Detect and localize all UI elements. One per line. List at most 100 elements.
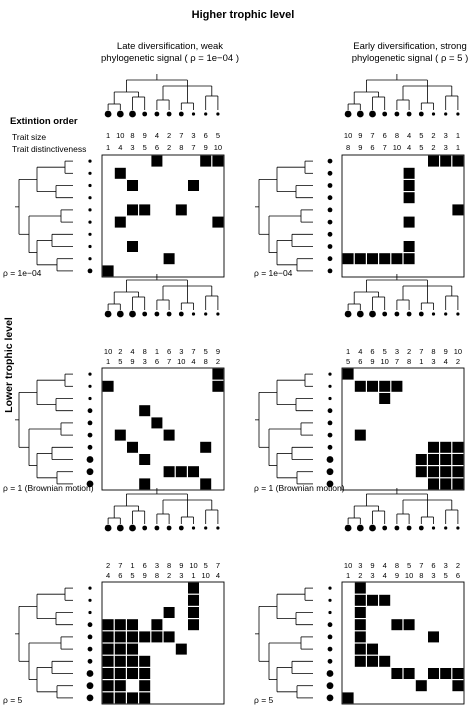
r1c1-top-dot (142, 111, 148, 117)
r1c2-top-dot (369, 110, 376, 118)
r3c1-interaction-cell (163, 631, 175, 643)
r1c1-trait-distinct-value: 4 (118, 143, 122, 152)
r1c1-interaction-cell (212, 155, 224, 167)
r2c2-interaction-cell (428, 454, 439, 465)
r3c2-trait-distinct-value: 4 (383, 571, 387, 580)
r1c2-trait-distinct-value: 10 (393, 143, 401, 152)
r2c2-trait-size-value: 8 (431, 347, 435, 356)
r3c1-interaction-cell (139, 692, 151, 704)
r1c1-matrix-frame (101, 154, 225, 278)
r3c2-interaction-cell (354, 619, 366, 631)
r3c2-left-dot (327, 658, 333, 664)
r3c2-trait-size-value: 4 (383, 561, 387, 570)
r3c2-interaction-cell (428, 668, 439, 679)
r2c2-top-dot (418, 311, 424, 317)
r3c1-trait-size-value: 10 (189, 561, 197, 570)
r2c1-interaction-cell (212, 368, 224, 380)
r1c1-interaction-cell (102, 265, 114, 277)
r3c2-interaction-cell (354, 582, 366, 594)
r1c2-interaction-cell (452, 155, 464, 167)
r3c2-interaction-cell (391, 668, 403, 679)
r3c1-trait-size-value: 7 (118, 561, 122, 570)
r3c1-interaction-cell (114, 655, 126, 667)
r1c1-trait-distinct-value: 7 (191, 143, 195, 152)
r2c1-trait-distinct-value: 9 (130, 357, 134, 366)
r2c1-interaction-cell (139, 454, 151, 465)
r3c1-interaction-cell (188, 619, 199, 631)
r3c2-interaction-cell (367, 643, 378, 655)
r2c1-left-dot (87, 408, 93, 414)
r2c1-top-dot (154, 311, 160, 317)
r1c1-left-dot (88, 220, 92, 224)
r3c1-top-dot (142, 525, 148, 531)
r1c2-left-dot (327, 268, 333, 274)
trait-distinctiveness-label: Trait distinctiveness (12, 144, 86, 154)
r3c1-interaction-cell (114, 668, 126, 679)
r2c1-trait-size-value: 9 (216, 347, 220, 356)
r1c2-interaction-cell (354, 253, 366, 265)
r1c2-interaction-cell (403, 216, 415, 228)
r2c2-interaction-cell (452, 441, 464, 453)
r3c1-left-dot (86, 694, 94, 702)
r2c2-trait-distinct-value: 9 (370, 357, 374, 366)
r1c1-left-dot (88, 196, 92, 200)
r1c2-trait-distinct-value: 7 (383, 143, 387, 152)
r2c1-interaction-cell (200, 441, 212, 453)
r2c1-trait-distinct-value: 7 (167, 357, 171, 366)
r3c2-top-dot (444, 526, 448, 530)
r2c1-trait-distinct-value: 3 (143, 357, 147, 366)
r1c1-top-dot (129, 110, 136, 118)
r3c1-trait-distinct-value: 10 (202, 571, 210, 580)
r3c1-trait-distinct-value: 8 (155, 571, 159, 580)
r3c2-interaction-cell (367, 655, 378, 667)
r2c1-interaction-cell (102, 380, 114, 392)
r1c2-interaction-cell (440, 155, 452, 167)
r3c1-trait-distinct-value: 9 (143, 571, 147, 580)
col1-subtitle-line1: Late diversification, weak (117, 41, 223, 52)
r1c1-top-dot (154, 111, 160, 117)
panels-group: 1110483954622783769510108997667810445522… (15, 74, 465, 705)
r2c2-interaction-cell (379, 393, 391, 404)
r3c2-left-dot (326, 694, 334, 702)
r2c2-interaction-cell (428, 478, 439, 490)
r3c2-trait-size-value: 10 (344, 561, 352, 570)
r3c1-top-dot (116, 524, 124, 532)
r3c2-trait-distinct-value: 1 (346, 571, 350, 580)
r3c2-interaction-cell (403, 668, 415, 679)
r2c1-left-dot (87, 420, 93, 426)
r2c2-left-dot (327, 420, 333, 426)
r3c1-interaction-cell (127, 655, 138, 667)
r1c1-top-dot (178, 111, 184, 117)
rho-label-row3-col2: ρ = 5 (254, 695, 274, 705)
r3c2-interaction-cell (379, 594, 391, 606)
r3c2-interaction-cell (440, 668, 452, 679)
r1c2-top-dot (344, 110, 352, 118)
r3c1-left-dot (88, 598, 92, 602)
r1c2-left-dot (327, 244, 333, 249)
r1c2-left-dot (327, 158, 333, 164)
r1c2-left-dot (327, 256, 333, 262)
r2c1-trait-distinct-value: 4 (191, 357, 195, 366)
r1c2-left-dot (327, 219, 333, 225)
r3c1-trait-distinct-value: 6 (118, 571, 122, 580)
r2c1-left-dot (87, 444, 93, 450)
r3c2-top-dot (394, 525, 400, 531)
r1c1-trait-distinct-value: 5 (143, 143, 147, 152)
r2c2-interaction-cell (440, 478, 452, 490)
r2c1-top-dot (178, 311, 184, 317)
r1c1-trait-distinct-value: 6 (155, 143, 159, 152)
r2c1-trait-distinct-value: 10 (177, 357, 185, 366)
r3c1-top-dot (166, 525, 172, 531)
r1c1-interaction-cell (151, 155, 163, 167)
r2c2-trait-size-value: 6 (370, 347, 374, 356)
r1c2-top-dot (382, 111, 388, 117)
r2c1-top-dot (116, 310, 124, 318)
r3c1-interaction-cell (127, 619, 138, 631)
r2c2-trait-distinct-value: 7 (395, 357, 399, 366)
r1c2-interaction-cell (403, 192, 415, 204)
col1-subtitle-line2: phylogenetic signal ( ρ = 1e−04 ) (101, 53, 239, 64)
r3c1-interaction-cell (114, 631, 126, 643)
r1c1-interaction-cell (200, 155, 212, 167)
r1c2-interaction-cell (403, 253, 415, 265)
